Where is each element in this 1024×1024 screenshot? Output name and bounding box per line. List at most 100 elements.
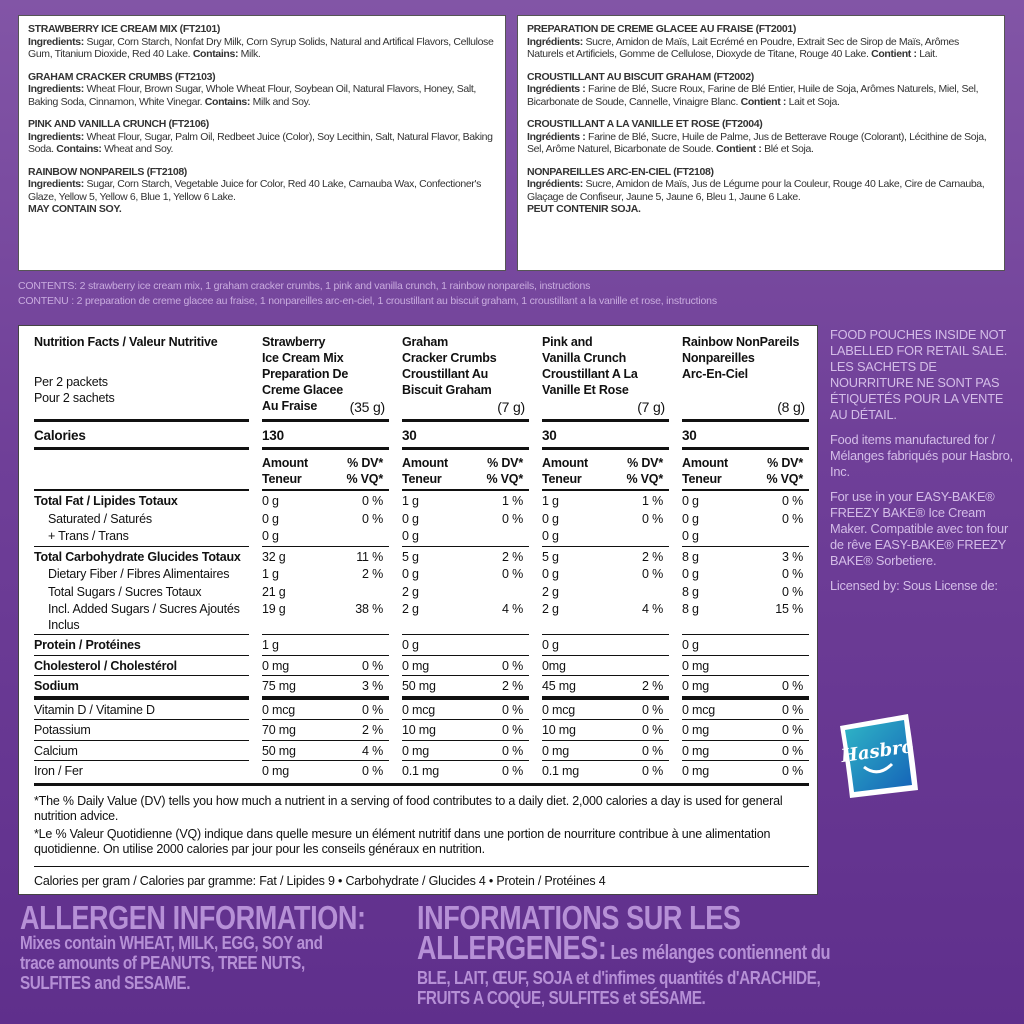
product-name-line: Vanilla Crunch — [542, 351, 627, 365]
amount-value: 0 g — [682, 529, 699, 543]
amount-value: 0 mcg — [262, 702, 296, 717]
amount-value: 2 g — [402, 602, 419, 616]
nutrient-value-row: 2 g — [402, 585, 529, 601]
allergen-line: trace amounts of PEANUTS, TREE NUTS, — [20, 953, 305, 973]
nutrient-value-row: 0 mcg 0 % — [262, 703, 389, 719]
dv-value: 3 % — [362, 679, 383, 693]
amount-fr: Teneur — [542, 472, 582, 486]
nutrient-label-cell: Total Fat / Lipides Totaux — [34, 490, 249, 511]
nutrition-facts-table: Nutrition Facts / Valeur Nutritive Per 2… — [18, 325, 818, 895]
nutrient-label-cell: Saturated / Saturés — [34, 511, 249, 529]
nutrient-values-cell: 10 mg 0 % — [542, 719, 669, 740]
nutrient-values-cell: 0 mcg 0 % — [682, 695, 809, 720]
nutrient-value-row: 0 g 0 % — [262, 494, 389, 510]
dv-en: % DV* — [627, 456, 663, 470]
nutrient-value-row: 0 mg 0 % — [402, 744, 529, 760]
nutrient-values-cell: 5 g 2 % — [542, 545, 669, 567]
nutrient-row: Calcium 50 mg 4 % 0 mg 0 % 0 mg 0 % 0 mg 0 % — [34, 739, 809, 761]
nutrient-values-cell: 50 mg 2 % — [402, 675, 529, 696]
nutrient-value-row: 0 mg 0 % — [682, 723, 809, 739]
nutrient-value-row: 50 mg 4 % — [262, 744, 389, 760]
amount-value: 70 mg — [262, 723, 296, 737]
dv-label: % DV* % VQ* — [626, 455, 663, 489]
nutrient-row: + Trans / Trans 0 g 0 g 0 g 0 g — [34, 528, 809, 546]
ingredient-title: NONPAREILLES ARC-EN-CIEL (FT2108) — [527, 165, 714, 178]
ingredients-text: Farine de Blé, Sucre Roux, Farine de Blé… — [527, 83, 979, 108]
footnote-fr: *Le % Valeur Quotidienne (VQ) indique da… — [34, 826, 771, 856]
allergen-line: Les mélanges contiennent du — [606, 942, 831, 964]
nutrient-values-cell: 0.1 mg 0 % — [542, 760, 669, 781]
amount-fr: Teneur — [262, 472, 302, 486]
amount-value: 0 mcg — [682, 702, 716, 717]
nutrient-row: Total Sugars / Sucres Totaux 21 g 2 g 2 g 8 … — [34, 584, 809, 602]
dv-value: 0 % — [782, 743, 803, 758]
nutrient-label: Dietary Fiber / Fibres Alimentaires — [48, 567, 230, 581]
ingredient-panels: STRAWBERRY ICE CREAM MIX (FT2101) Ingredi… — [18, 15, 1005, 271]
nutrient-label: + Trans / Trans — [48, 529, 129, 543]
nutrient-values-cell: 0 mcg 0 % — [402, 695, 529, 720]
nutrient-label-cell: Vitamin D / Vitamine D — [34, 695, 249, 720]
dv-value: 0 % — [502, 723, 523, 737]
nutrient-values-cell: 70 mg 2 % — [262, 719, 389, 740]
nutrient-value-row: 21 g — [262, 585, 389, 601]
allergen-title-en: ALLERGEN INFORMATION: — [20, 899, 366, 936]
dv-value: 2 % — [502, 549, 523, 564]
amount-value: 0 g — [402, 638, 419, 652]
label-main-column: STRAWBERRY ICE CREAM MIX (FT2101) Ingredi… — [18, 15, 1005, 895]
nutrient-values-cell: 0 mg 0 % — [542, 739, 669, 761]
nutrient-label: Incl. Added Sugars / Sucres Ajoutés Incl… — [48, 602, 240, 632]
nutrient-value-row: 0 g 0 % — [262, 512, 389, 528]
amount-value: 0 mcg — [542, 702, 576, 717]
nutrient-row: Potassium 70 mg 2 % 10 mg 0 % 10 mg 0 % 0 mg 0 % — [34, 719, 809, 740]
amount-en: Amount — [262, 456, 309, 470]
amount-value: 0 g — [262, 494, 279, 508]
ingredients-text: Wheat Flour, Brown Sugar, Whole Wheat Fl… — [28, 83, 476, 108]
ingredients-text: Farine de Blé, Sucre, Huile de Palme, Ju… — [527, 130, 987, 156]
nutrient-label: Total Carbohydrate Glucides Totaux — [34, 549, 241, 564]
contains-label: Contains: — [204, 95, 251, 108]
dv-label: % DV* % VQ* — [486, 455, 523, 489]
compatibility-note: For use in your EASY-BAKE® FREEZY BAKE® … — [830, 489, 1009, 568]
nutrient-row: Cholesterol / Cholestérol 0 mg 0 % 0 mg 0 % 0… — [34, 654, 809, 676]
amount-value: 10 mg — [542, 723, 576, 737]
contents-english: CONTENTS: 2 strawberry ice cream mix, 1 … — [18, 280, 591, 292]
amount-value: 19 g — [262, 602, 286, 616]
nutrient-label-cell: Total Carbohydrate Glucides Totaux — [34, 545, 249, 567]
nutrient-label-cell: Iron / Fer — [34, 760, 249, 781]
dv-value: 1 % — [502, 494, 523, 508]
dv-value: 0 % — [782, 511, 803, 526]
nutrient-values-cell: 0 mcg 0 % — [262, 695, 389, 720]
dv-value: 2 % — [642, 679, 663, 693]
product-name-line: Nonpareilles — [682, 351, 755, 365]
dv-en: % DV* — [487, 456, 523, 470]
dv-value: 0 % — [502, 567, 523, 581]
ingredient-section: STRAWBERRY ICE CREAM MIX (FT2101) Ingredi… — [28, 23, 496, 61]
nutrient-values-cell: 0 g 0 % — [682, 566, 809, 584]
nutrient-value-row: 0 g 0 % — [682, 494, 809, 510]
nutrient-value-row: 0 mcg 0 % — [542, 703, 669, 719]
amount-value: 10 mg — [402, 723, 436, 737]
nutrient-label: Protein / Protéines — [34, 638, 141, 652]
amount-value: 0 mg — [682, 723, 709, 737]
dv-value: 0 % — [782, 584, 803, 599]
amount-value: 0 g — [402, 511, 419, 526]
nutrient-value-row: 0 g — [682, 529, 809, 545]
amount-label: Amount Teneur — [402, 455, 448, 489]
divider — [34, 782, 809, 786]
amount-fr: Teneur — [402, 472, 442, 486]
nutrient-values-cell: 45 mg 2 % — [542, 675, 669, 696]
ingredients-label: Ingrédients : — [527, 83, 586, 95]
contains-label: Contient : — [716, 143, 762, 155]
nutrient-value-row: 0 mg 0 % — [542, 744, 669, 760]
ingredients-label: Ingredients: — [28, 35, 84, 48]
ingredient-section: NONPAREILLES ARC-EN-CIEL (FT2108) Ingrédi… — [527, 166, 995, 216]
contains-text: Lait et Soja. — [786, 95, 840, 108]
nutrient-value-row: 10 mg 0 % — [402, 723, 529, 739]
ingredient-title: CROUSTILLANT AU BISCUIT GRAHAM (FT2002) — [527, 70, 754, 83]
amount-en: Amount — [542, 456, 589, 470]
nutrient-value-row: 0 g 0 % — [682, 512, 809, 528]
serving-size: (8 g) — [774, 399, 805, 415]
nutrient-label: Total Fat / Lipides Totaux — [34, 494, 178, 508]
allergen-line: SULFITES and SESAME. — [20, 973, 191, 993]
nutrient-value-row: 1 g 1 % — [542, 494, 669, 510]
